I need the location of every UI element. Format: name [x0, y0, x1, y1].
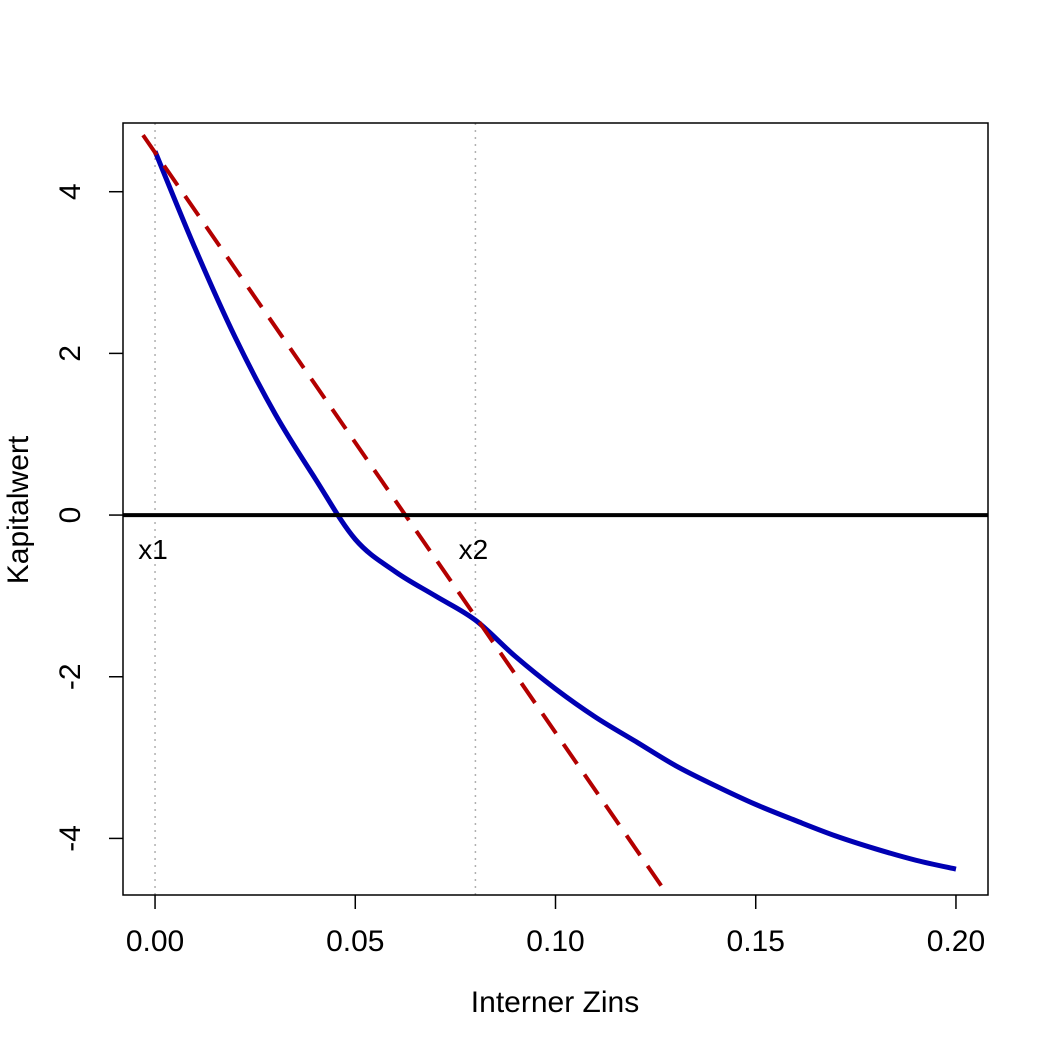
- y-tick-label: 0: [54, 507, 87, 524]
- x-tick-label: 0.00: [126, 925, 184, 958]
- y-tick-label: 4: [54, 183, 87, 200]
- y-axis-label: Kapitalwert: [2, 435, 35, 584]
- guide-label-x1: x1: [138, 534, 168, 565]
- x-tick-label: 0.10: [526, 925, 584, 958]
- series-npv-curve: [152, 150, 957, 872]
- x-tick-label: 0.20: [927, 925, 985, 958]
- y-tick-label: -4: [54, 825, 87, 852]
- y-tick-label: 2: [54, 345, 87, 362]
- y-axis: -4 -2 0 2 4: [54, 183, 123, 852]
- guide-labels: x1 x2: [138, 534, 488, 565]
- x-tick-label: 0.15: [727, 925, 785, 958]
- guide-label-x2: x2: [459, 534, 489, 565]
- x-axis: 0.00 0.05 0.10 0.15 0.20: [126, 895, 985, 958]
- x-axis-label: Interner Zins: [471, 986, 639, 1019]
- y-tick-label: -2: [54, 663, 87, 690]
- vertical-guide-lines: [154, 123, 477, 895]
- series-layer: [123, 133, 988, 897]
- x-tick-label: 0.05: [326, 925, 384, 958]
